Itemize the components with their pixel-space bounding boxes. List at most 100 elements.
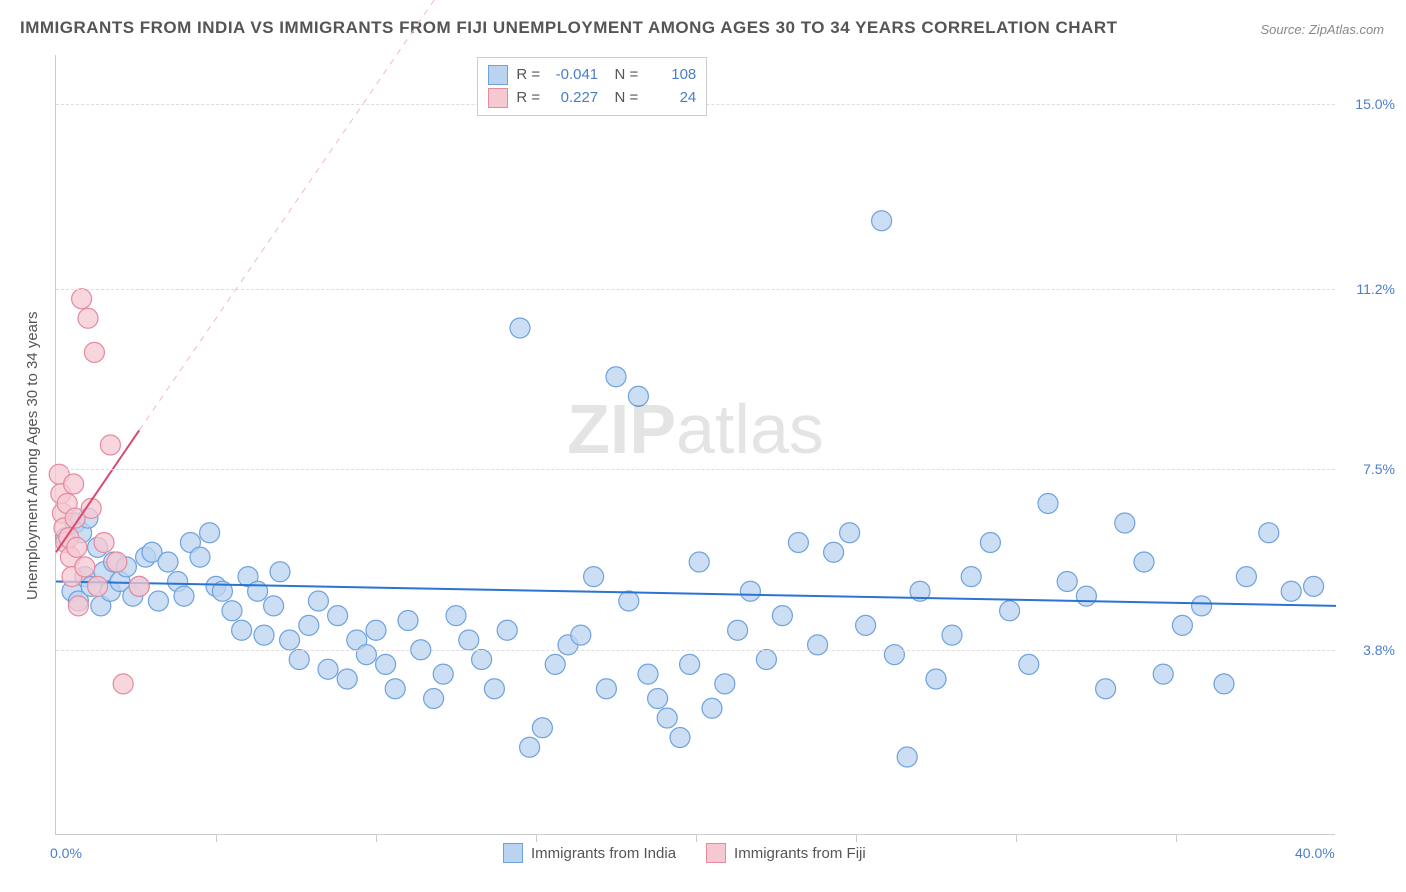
plot-area: ZIPatlas 3.8%7.5%11.2%15.0% bbox=[55, 55, 1335, 835]
data-point bbox=[1214, 674, 1234, 694]
x-tick bbox=[376, 834, 377, 842]
data-point bbox=[190, 547, 210, 567]
data-point bbox=[628, 386, 648, 406]
data-point bbox=[510, 318, 530, 338]
data-point bbox=[728, 620, 748, 640]
x-axis-max: 40.0% bbox=[1295, 845, 1335, 861]
data-point bbox=[545, 654, 565, 674]
x-tick bbox=[536, 834, 537, 842]
data-point bbox=[680, 654, 700, 674]
legend-swatch bbox=[706, 843, 726, 863]
gridline bbox=[56, 650, 1335, 651]
data-point bbox=[1259, 523, 1279, 543]
data-point bbox=[788, 533, 808, 553]
stats-r-value: -0.041 bbox=[548, 64, 598, 87]
data-point bbox=[356, 645, 376, 665]
data-point bbox=[366, 620, 386, 640]
x-axis-min: 0.0% bbox=[50, 845, 82, 861]
legend-item: Immigrants from Fiji bbox=[706, 843, 866, 863]
data-point bbox=[433, 664, 453, 684]
data-point bbox=[424, 689, 444, 709]
data-point bbox=[1076, 586, 1096, 606]
data-point bbox=[897, 747, 917, 767]
data-point bbox=[446, 606, 466, 626]
data-point bbox=[148, 591, 168, 611]
data-point bbox=[926, 669, 946, 689]
data-point bbox=[328, 606, 348, 626]
stats-r-label: R = bbox=[516, 64, 540, 87]
data-point bbox=[884, 645, 904, 665]
data-point bbox=[856, 615, 876, 635]
legend-label: Immigrants from Fiji bbox=[734, 845, 866, 862]
chart-svg bbox=[56, 55, 1335, 834]
legend-bottom: Immigrants from India Immigrants from Fij… bbox=[503, 843, 866, 863]
data-point bbox=[942, 625, 962, 645]
data-point bbox=[670, 728, 690, 748]
data-point bbox=[337, 669, 357, 689]
source-attribution: Source: ZipAtlas.com bbox=[1260, 22, 1384, 37]
data-point bbox=[571, 625, 591, 645]
data-point bbox=[824, 542, 844, 562]
data-point bbox=[1236, 567, 1256, 587]
legend-swatch bbox=[503, 843, 523, 863]
y-tick-label: 15.0% bbox=[1340, 96, 1395, 112]
x-tick bbox=[216, 834, 217, 842]
data-point bbox=[808, 635, 828, 655]
data-point bbox=[772, 606, 792, 626]
data-point bbox=[840, 523, 860, 543]
data-point bbox=[520, 737, 540, 757]
stats-box: R = -0.041 N = 108R = 0.227 N = 24 bbox=[477, 57, 707, 116]
stats-swatch bbox=[488, 65, 508, 85]
data-point bbox=[689, 552, 709, 572]
data-point bbox=[376, 654, 396, 674]
data-point bbox=[129, 576, 149, 596]
data-point bbox=[385, 679, 405, 699]
data-point bbox=[94, 533, 114, 553]
x-tick bbox=[1176, 834, 1177, 842]
data-point bbox=[1172, 615, 1192, 635]
data-point bbox=[200, 523, 220, 543]
data-point bbox=[648, 689, 668, 709]
data-point bbox=[113, 674, 133, 694]
data-point bbox=[88, 576, 108, 596]
stats-swatch bbox=[488, 88, 508, 108]
data-point bbox=[584, 567, 604, 587]
data-point bbox=[606, 367, 626, 387]
data-point bbox=[78, 308, 98, 328]
data-point bbox=[484, 679, 504, 699]
stats-n-value: 24 bbox=[646, 87, 696, 110]
data-point bbox=[299, 615, 319, 635]
data-point bbox=[68, 596, 88, 616]
data-point bbox=[64, 474, 84, 494]
legend-label: Immigrants from India bbox=[531, 845, 676, 862]
trend-line-extension bbox=[139, 0, 440, 430]
data-point bbox=[657, 708, 677, 728]
data-point bbox=[1000, 601, 1020, 621]
stats-n-label: N = bbox=[606, 87, 638, 110]
stats-r-label: R = bbox=[516, 87, 540, 110]
gridline bbox=[56, 469, 1335, 470]
chart-title: IMMIGRANTS FROM INDIA VS IMMIGRANTS FROM… bbox=[20, 18, 1118, 38]
data-point bbox=[1153, 664, 1173, 684]
data-point bbox=[980, 533, 1000, 553]
data-point bbox=[254, 625, 274, 645]
data-point bbox=[232, 620, 252, 640]
x-tick bbox=[856, 834, 857, 842]
data-point bbox=[532, 718, 552, 738]
data-point bbox=[289, 650, 309, 670]
data-point bbox=[174, 586, 194, 606]
data-point bbox=[308, 591, 328, 611]
data-point bbox=[638, 664, 658, 684]
y-axis-label: Unemployment Among Ages 30 to 34 years bbox=[24, 311, 41, 600]
gridline bbox=[56, 289, 1335, 290]
data-point bbox=[472, 650, 492, 670]
x-tick bbox=[696, 834, 697, 842]
data-point bbox=[398, 611, 418, 631]
data-point bbox=[715, 674, 735, 694]
data-point bbox=[84, 342, 104, 362]
data-point bbox=[107, 552, 127, 572]
data-point bbox=[1134, 552, 1154, 572]
data-point bbox=[756, 650, 776, 670]
stats-n-label: N = bbox=[606, 64, 638, 87]
data-point bbox=[740, 581, 760, 601]
